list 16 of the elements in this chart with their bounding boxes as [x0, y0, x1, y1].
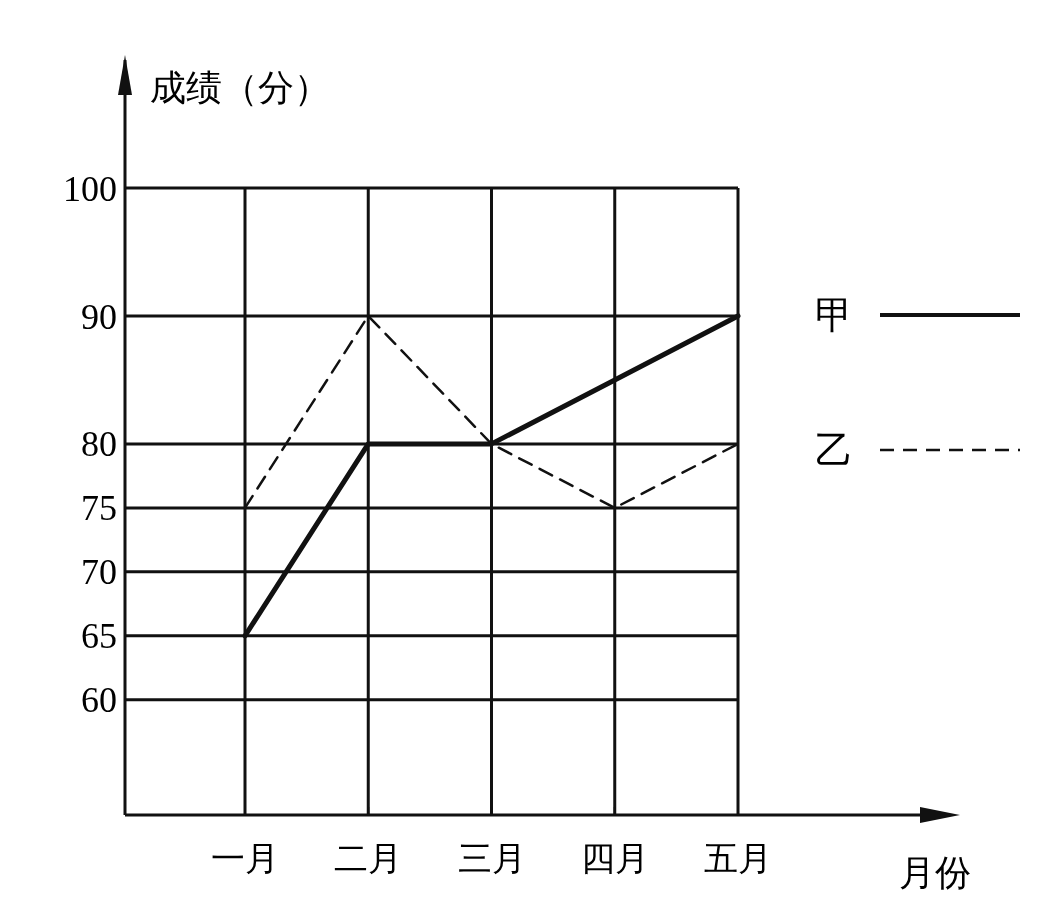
y-tick-label: 90 [81, 296, 117, 337]
y-tick-label: 65 [81, 616, 117, 657]
x-tick-label: 五月 [704, 840, 772, 877]
y-tick-label: 100 [63, 168, 117, 209]
y-tick-label: 70 [81, 552, 117, 593]
y-tick-label: 75 [81, 488, 117, 529]
legend-label: 乙 [815, 429, 853, 472]
x-tick-label: 三月 [457, 840, 526, 877]
x-axis-title: 月份 [899, 853, 971, 893]
y-tick-label: 80 [81, 424, 117, 465]
legend-label: 甲 [815, 294, 853, 337]
y-tick-label: 60 [81, 680, 117, 721]
y-axis-title: 成绩（分） [150, 68, 330, 108]
x-tick-label: 一月 [211, 840, 279, 877]
x-tick-label: 二月 [334, 840, 403, 877]
x-tick-label: 四月 [580, 840, 649, 877]
